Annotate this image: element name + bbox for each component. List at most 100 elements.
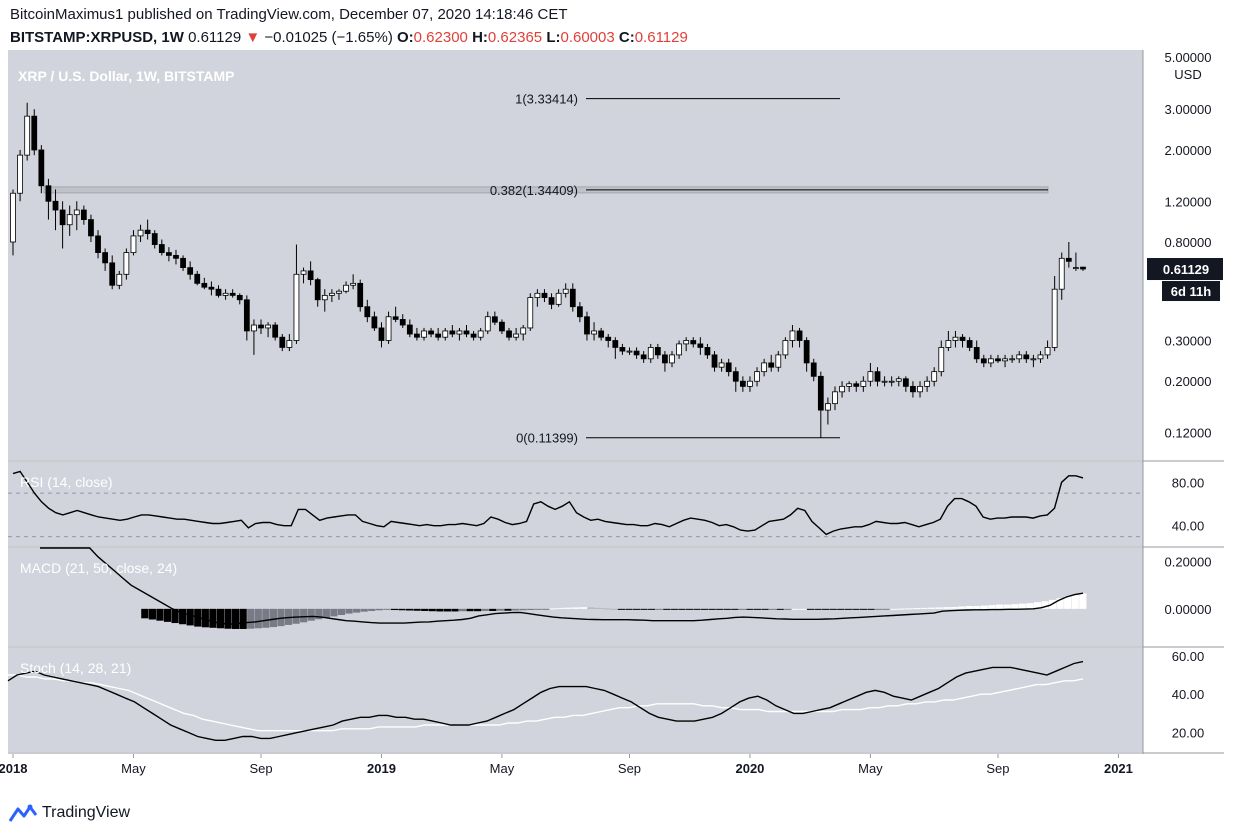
candle [52,200,59,211]
macd-histogram-bar [1003,604,1011,609]
macd-histogram-bar [269,608,278,628]
macd-panel [8,548,1143,646]
macd-histogram-bar [466,608,474,612]
candle [548,297,555,305]
macd-histogram-bar [579,607,588,609]
candle [31,115,38,151]
candle [300,270,307,275]
macd-histogram-bar [534,608,542,610]
candle [754,371,760,382]
candle [201,282,208,288]
candle [945,340,952,348]
macd-histogram-bar [867,608,875,610]
fib-label: 1(3.33414) [515,92,578,107]
candle [853,383,860,387]
macd-histogram-bar [814,608,822,610]
x-tick-label: May [121,761,146,776]
macd-histogram-bar [345,608,353,614]
chart-area[interactable]: XRP / U.S. Dollar, 1W, BITSTAMP 5.00000 US… [0,50,1233,780]
macd-histogram-bar [882,608,890,610]
macd-histogram-bar [1064,596,1072,609]
candle [917,385,923,393]
macd-histogram-bar [738,608,747,610]
candle [222,292,229,296]
macd-histogram-bar [693,608,701,610]
x-tick-label: 2018 [0,761,27,776]
macd-histogram-bar [398,608,406,611]
candle [414,333,420,338]
fib-label: 0(0.11399) [516,431,578,446]
candle [321,295,328,301]
candle [725,362,732,373]
macd-histogram-bar [663,608,671,610]
candle [902,378,909,387]
candle [1065,257,1072,262]
footer-logo[interactable]: TradingView [8,802,130,824]
candle [732,371,739,382]
candle [279,336,286,348]
close-label: C: [618,29,635,46]
candle [265,324,271,329]
macd-histogram-bar [996,604,1004,609]
last-price: 0.61129 [188,29,242,46]
candle [272,324,279,338]
macd-histogram-bar [761,608,769,610]
candle [810,362,817,377]
candle [605,336,612,341]
high-value: 0.62365 [487,29,543,46]
price-tick: 1.20000 [1165,194,1212,209]
macd-histogram-bar [617,608,625,610]
candle [640,354,647,360]
macd-histogram-bar [474,608,482,612]
fib-label: 0.382(1.34409) [490,183,578,198]
candle [470,333,477,338]
change-down-icon: ▼ [245,29,261,46]
macd-histogram-bar [360,608,368,612]
rsi-panel [8,462,1143,546]
macd-histogram-bar [859,608,868,610]
candle [10,192,16,243]
candle [73,209,80,216]
macd-histogram-bar [920,607,928,609]
macd-histogram-bar [625,608,633,610]
candle [24,115,31,156]
price-tick: 5.00000 [1165,50,1212,65]
macd-histogram-bar [632,608,641,610]
candle [243,299,250,332]
candle [839,385,845,393]
macd-histogram-bar [822,608,830,610]
macd-histogram-bar [239,608,247,629]
macd-histogram-bar [852,608,860,610]
macd-histogram-bar [943,607,951,609]
candle [456,330,463,335]
macd-histogram-bar [716,608,724,610]
macd-histogram-bar [201,608,209,628]
candle [1016,354,1023,360]
candle [1058,257,1065,290]
candle [980,358,987,364]
macd-histogram-bar [1079,593,1087,609]
candle [80,209,87,220]
macd-histogram-bar [980,605,989,609]
candle [633,350,640,356]
candle [931,371,938,382]
symbol-name[interactable]: BITSTAMP:XRPUSD, 1W [10,29,184,46]
macd-histogram-bar [753,608,762,610]
macd-histogram-bar [224,608,232,629]
candle [229,292,236,296]
candle [88,219,94,237]
macd-histogram-bar [587,607,595,609]
stoch-k-line [7,660,1084,741]
macd-histogram-bar [905,608,913,610]
macd-histogram-bar [708,608,716,610]
candle [577,306,583,318]
macd-histogram-bar [1071,595,1079,609]
candle [130,235,137,253]
candle [364,306,371,318]
candle [187,267,194,275]
candle [952,336,959,341]
candle [796,330,803,341]
candle [328,292,335,296]
candle [499,321,505,332]
candle [846,383,853,387]
